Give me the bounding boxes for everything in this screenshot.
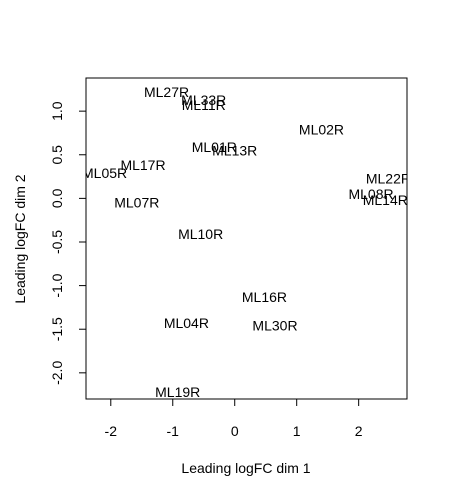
point-label: ML07R: [114, 195, 159, 211]
y-tick-label: -2.0: [49, 361, 65, 385]
point-label: ML04R: [164, 315, 209, 331]
x-tick-label: -1: [167, 423, 180, 439]
point-label: ML13R: [212, 142, 257, 158]
point-label: ML08R: [348, 186, 393, 202]
y-tick-label: -1.5: [49, 317, 65, 341]
x-tick-label: 1: [293, 423, 301, 439]
point-label: ML14R: [363, 192, 408, 208]
x-axis-title: Leading logFC dim 1: [181, 460, 310, 476]
point-label: ML27R: [144, 84, 189, 100]
y-axis: -2.0 -1.5 -1.0 -0.5 0.0 0.5 1.0: [49, 101, 87, 385]
y-tick-label: 1.0: [49, 101, 65, 121]
point-label: ML17R: [120, 157, 165, 173]
plot-frame: [85, 77, 408, 400]
point-label: ML16R: [242, 289, 287, 305]
x-tick-label: 2: [355, 423, 363, 439]
y-tick-label: 0.5: [49, 145, 65, 165]
point-label: ML22R: [366, 170, 411, 186]
x-tick-label: 0: [231, 423, 239, 439]
point-label: ML33R: [181, 92, 226, 108]
y-axis-title: Leading logFC dim 2: [12, 174, 28, 303]
y-tick-label: 0.0: [49, 188, 65, 208]
point-label: ML01R: [192, 139, 237, 155]
x-tick-label: -2: [105, 423, 118, 439]
point-label: ML02R: [299, 121, 344, 137]
point-label: ML19R: [155, 384, 200, 400]
x-axis: -2 -1 0 1 2: [105, 398, 363, 439]
point-label: ML10R: [178, 226, 223, 242]
point-label: ML11R: [182, 97, 226, 113]
y-tick-label: -1.0: [49, 273, 65, 297]
point-label: ML05R: [82, 165, 127, 181]
point-label: ML30R: [252, 318, 297, 334]
y-tick-label: -0.5: [49, 230, 65, 254]
